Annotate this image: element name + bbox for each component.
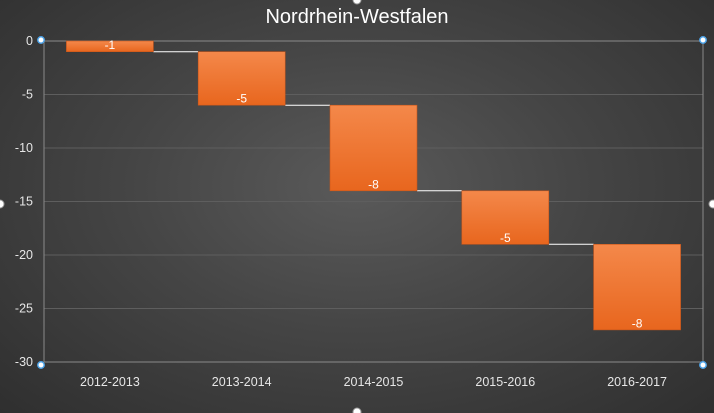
y-tick-label: -15 [15, 195, 33, 209]
data-labels: -1 -5 -8 -5 -8 [105, 38, 643, 330]
chart-title: Nordrhein-Westfalen [265, 6, 449, 28]
bar [461, 190, 550, 245]
data-label: -5 [236, 92, 247, 106]
data-label: -8 [632, 316, 643, 330]
y-tick-label: -30 [15, 355, 33, 369]
selection-handle[interactable] [699, 36, 707, 44]
x-tick-label: 2012-2013 [80, 375, 140, 389]
resize-handle[interactable] [352, 407, 362, 413]
plot-area-border [43, 40, 704, 363]
y-tick-label: -10 [15, 141, 33, 155]
bar [593, 244, 681, 331]
x-tick-label: 2013-2014 [212, 375, 272, 389]
selection-handle[interactable] [699, 361, 707, 369]
bars [66, 40, 681, 331]
connectors [153, 51, 594, 245]
bar [66, 40, 154, 52]
y-tick-label: -20 [15, 248, 33, 262]
data-label: -8 [368, 177, 379, 191]
y-tick-label: -5 [22, 88, 33, 102]
data-label: -5 [500, 231, 511, 245]
resize-handle[interactable] [708, 199, 714, 209]
y-tick-label: -25 [15, 302, 33, 316]
x-tick-label: 2014-2015 [344, 375, 404, 389]
resize-handle[interactable] [0, 199, 5, 209]
y-tick-label: 0 [26, 34, 33, 48]
axes: 0 -5 -10 -15 -20 -25 -30 2012-2013 2013-2014 2014… [15, 34, 704, 389]
data-label: -1 [105, 38, 116, 52]
x-tick-label: 2016-2017 [607, 375, 667, 389]
selection-handle[interactable] [37, 36, 45, 44]
x-tick-label: 2015-2016 [475, 375, 535, 389]
bar [197, 51, 286, 106]
selection-handle[interactable] [37, 361, 45, 369]
resize-handle[interactable] [352, 0, 362, 5]
bar [329, 104, 418, 192]
